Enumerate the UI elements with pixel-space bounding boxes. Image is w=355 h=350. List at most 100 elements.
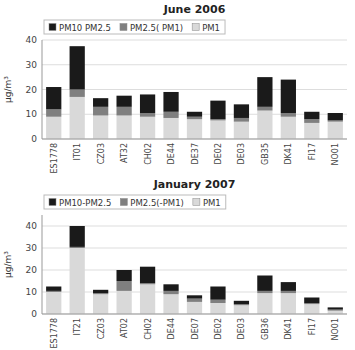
y-tick-label: 30 (26, 243, 38, 253)
bar-segment (116, 107, 131, 116)
grid-line (42, 292, 347, 293)
legend-label: PM10-PM2.5 (59, 198, 111, 208)
x-tick-label: DE03 (237, 143, 246, 164)
bar-segment (163, 112, 178, 118)
legend-swatch (193, 199, 200, 206)
x-tick-label: DK41 (284, 143, 293, 165)
bar-segment (210, 303, 225, 314)
bars (46, 46, 343, 139)
bar-segment (304, 303, 319, 304)
y-tick-label: 10 (26, 109, 38, 119)
bar-segment (187, 295, 202, 298)
bar-segment (70, 226, 85, 247)
bar-segment (257, 293, 272, 314)
bar-segment (46, 291, 61, 292)
bar-segment (281, 282, 296, 291)
x-tick-label: FI17 (308, 143, 317, 160)
bar-segment (163, 291, 178, 294)
bar-segment (234, 104, 249, 118)
bar-segment (328, 122, 343, 139)
x-axis-line (42, 139, 347, 140)
y-tick-label: 20 (26, 265, 38, 275)
bar-segment (257, 77, 272, 107)
bar-segment (304, 112, 319, 119)
x-tick-label: DE44 (167, 318, 176, 339)
bar-segment (116, 291, 131, 314)
bar-segment (116, 281, 131, 291)
bar-segment (140, 117, 155, 139)
grid-line (42, 314, 347, 315)
bar-segment (93, 294, 108, 314)
bar-segment (70, 97, 85, 139)
bar-segment (257, 291, 272, 293)
bar-segment (304, 304, 319, 314)
bar-segment (46, 87, 61, 109)
bar-segment (140, 113, 155, 117)
x-tick-label: CH02 (144, 318, 153, 340)
bar-segment (70, 90, 85, 97)
grid-line (42, 226, 347, 227)
bar-segment (93, 293, 108, 294)
legend-swatch (120, 24, 127, 31)
x-tick-label: DE03 (237, 318, 246, 339)
bar-segment (93, 290, 108, 293)
legend-swatch (120, 199, 127, 206)
bar-segment (93, 107, 108, 116)
x-tick-label: FI17 (308, 318, 317, 335)
grid-line (42, 139, 347, 140)
bar-segment (163, 294, 178, 314)
bar-segment (281, 80, 296, 113)
bar-segment (304, 298, 319, 304)
bar-segment (93, 98, 108, 107)
legend-label: PM2.5(-PM1) (130, 198, 184, 208)
x-tick-label: ES1778 (50, 143, 59, 174)
bar-segment (328, 113, 343, 120)
bar-segment (93, 115, 108, 139)
panel: January 2007μg/m³010203040ES1778IT21CZ03… (3, 178, 347, 349)
bar-segment (46, 117, 61, 139)
x-tick-label: CZ03 (97, 143, 106, 164)
y-axis-line (42, 40, 43, 139)
y-tick-label: 20 (26, 85, 38, 95)
bar-segment (163, 118, 178, 139)
y-tick-label: 10 (26, 287, 38, 297)
bars (46, 226, 343, 314)
bar-segment (328, 120, 343, 121)
grid-line (42, 270, 347, 271)
bar-segment (281, 117, 296, 139)
x-tick-label: DE37 (191, 143, 200, 164)
bar-segment (210, 101, 225, 120)
bar-segment (234, 118, 249, 122)
x-tick-label: IT21 (73, 318, 82, 335)
bar-segment (70, 248, 85, 314)
bar-segment (187, 117, 202, 119)
bar-segment (257, 111, 272, 139)
legend-swatch (49, 24, 56, 31)
bar-segment (281, 293, 296, 314)
y-tick-label: 30 (26, 60, 38, 70)
x-tick-label: CZ03 (97, 318, 106, 339)
legend-label: PM2.5( PM1) (130, 23, 183, 33)
bar-segment (234, 301, 249, 304)
title: June 2006 (163, 3, 226, 16)
bar-segment (257, 276, 272, 291)
bar-segment (46, 109, 61, 116)
bar-segment (234, 304, 249, 305)
bar-segment (140, 267, 155, 284)
bar-segment (70, 46, 85, 89)
bar-segment (210, 300, 225, 303)
y-axis-line (42, 215, 43, 314)
y-axis-label: μg/m³ (3, 251, 13, 278)
legend: PM10-PM2.5PM2.5(-PM1)PM1 (44, 195, 226, 209)
bar-segment (210, 119, 225, 120)
y-axis-label: μg/m³ (3, 76, 13, 103)
x-tick-label: DE07 (191, 318, 200, 339)
bar-segment (210, 120, 225, 139)
y-tick-label: 0 (31, 134, 37, 144)
x-tick-label: DE02 (214, 143, 223, 164)
x-tick-label: AT32 (120, 143, 129, 163)
legend-swatch (192, 24, 199, 31)
bar-segment (281, 291, 296, 293)
bar-segment (234, 122, 249, 139)
x-tick-label: IT01 (73, 143, 82, 160)
